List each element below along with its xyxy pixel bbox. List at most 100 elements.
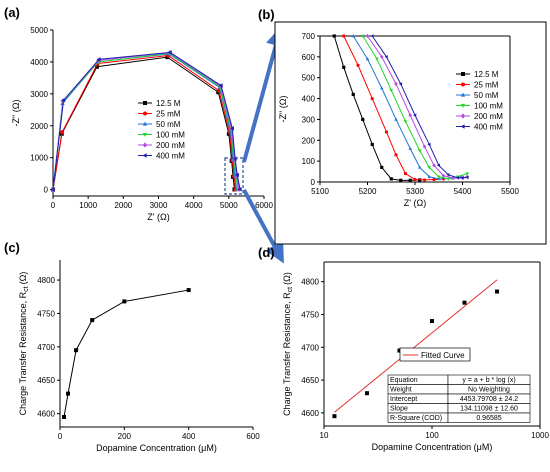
- fitted-curve: [334, 279, 498, 413]
- data-point: [417, 165, 422, 169]
- data-point: [62, 414, 67, 419]
- data-point: [455, 176, 460, 180]
- legend-background: [136, 96, 192, 163]
- panel-c-ylabel-unit: (Ω): [18, 272, 28, 285]
- stats-value: 0.96585: [476, 415, 501, 422]
- legend-marker: [460, 103, 466, 108]
- x-tick-label: 100: [425, 431, 439, 440]
- data-point: [360, 34, 365, 38]
- x-tick-label: 0: [58, 432, 63, 441]
- data-point: [365, 33, 370, 39]
- x-tick-label: 6000: [255, 201, 273, 210]
- legend-entry: 200 mM: [156, 141, 185, 150]
- panel-label-a: (a): [4, 5, 20, 20]
- data-point: [380, 165, 384, 169]
- data-point: [394, 153, 398, 157]
- y-tick-label: 4750: [301, 310, 319, 319]
- data-point: [403, 120, 408, 124]
- data-point: [60, 130, 65, 135]
- data-point: [432, 177, 436, 182]
- panel-d-ylabel: Charge Transfer Resistance, Rct (Ω): [282, 272, 294, 416]
- data-point: [422, 144, 427, 149]
- legend-marker: [461, 72, 465, 76]
- data-point: [398, 82, 403, 86]
- y-tick-label: 300: [302, 115, 316, 124]
- data-point: [379, 86, 384, 90]
- series-line: [343, 35, 444, 181]
- data-point: [394, 81, 398, 87]
- y-tick-label: 4650: [301, 376, 319, 385]
- data-point: [237, 187, 242, 192]
- stats-key: Weight: [390, 387, 412, 394]
- stats-key: Intercept: [390, 396, 417, 403]
- x-tick-label: 5000: [220, 201, 238, 210]
- x-tick-label: 2000: [114, 201, 132, 210]
- stats-value: No Weighting: [468, 387, 510, 394]
- data-point: [427, 142, 431, 147]
- data-point: [218, 83, 223, 88]
- data-point: [427, 174, 432, 179]
- data-point: [436, 175, 441, 179]
- data-point: [403, 172, 408, 176]
- data-point: [342, 65, 346, 69]
- y-tick-label: 4650: [37, 376, 55, 385]
- data-point: [332, 414, 337, 419]
- panel-d-ylabel-sub: ct: [287, 287, 294, 293]
- zoom-arrow-to-d: [242, 189, 284, 264]
- data-point: [122, 299, 127, 304]
- data-point: [394, 117, 398, 121]
- data-point: [417, 149, 422, 153]
- panel-a-ylabel: -Z" (Ω): [11, 100, 21, 127]
- legend-marker: [460, 124, 465, 129]
- data-point: [465, 172, 470, 176]
- legend-entry: 25 mM: [474, 81, 499, 90]
- x-tick-label: 5400: [454, 187, 472, 196]
- legend-entry: 12.5 M: [474, 70, 499, 79]
- data-point: [365, 57, 370, 61]
- x-tick-label: 4000: [185, 201, 203, 210]
- y-tick-label: 5000: [30, 26, 48, 35]
- legend-marker: [460, 113, 466, 119]
- fit-legend-label: Fitted Curve: [421, 351, 465, 360]
- legend-marker: [142, 142, 148, 148]
- y-tick-label: 0: [44, 186, 49, 195]
- data-point: [408, 178, 412, 182]
- legend-entry: 50 mM: [156, 120, 181, 129]
- fit-legend-box: [399, 347, 471, 362]
- data-point: [356, 63, 360, 67]
- data-point: [167, 50, 172, 55]
- x-tick-label: 5500: [501, 187, 519, 196]
- panel-b-ylabel: -Z" (Ω): [278, 96, 288, 123]
- data-point: [432, 163, 436, 168]
- data-point: [351, 92, 355, 96]
- x-tick-label: 1000: [531, 431, 549, 440]
- y-tick-label: 4600: [37, 410, 55, 419]
- x-tick-label: 3000: [150, 201, 168, 210]
- x-tick-label: 5300: [406, 187, 424, 196]
- data-point: [370, 34, 374, 38]
- legend-marker: [142, 121, 148, 126]
- stats-value: 134.11098 ± 12.60: [460, 406, 518, 413]
- stats-key: Equation: [390, 377, 418, 384]
- legend-entry: 100 mM: [474, 102, 503, 111]
- panel-d-ylabel-unit: (Ω): [282, 272, 292, 285]
- data-point: [384, 130, 389, 134]
- data-point: [234, 172, 239, 178]
- y-tick-label: 500: [302, 74, 316, 83]
- data-point: [379, 54, 384, 59]
- panel-c-xlabel: Dopamine Concentration (μM): [96, 443, 217, 453]
- data-point: [342, 34, 346, 38]
- x-tick-label: 5100: [311, 187, 329, 196]
- data-point: [436, 163, 441, 168]
- panel-label-b: (b): [258, 7, 275, 22]
- stats-key: Slope: [390, 406, 408, 413]
- y-tick-label: 2000: [30, 122, 48, 131]
- data-point: [397, 348, 402, 353]
- data-point: [186, 288, 191, 293]
- y-tick-label: 4000: [30, 58, 48, 67]
- panel-d-ylabel-main: Charge Transfer Resistance, R: [282, 292, 292, 416]
- data-point: [408, 146, 413, 150]
- data-point: [446, 177, 451, 181]
- data-point: [66, 391, 71, 396]
- legend-entry: 50 mM: [474, 91, 499, 100]
